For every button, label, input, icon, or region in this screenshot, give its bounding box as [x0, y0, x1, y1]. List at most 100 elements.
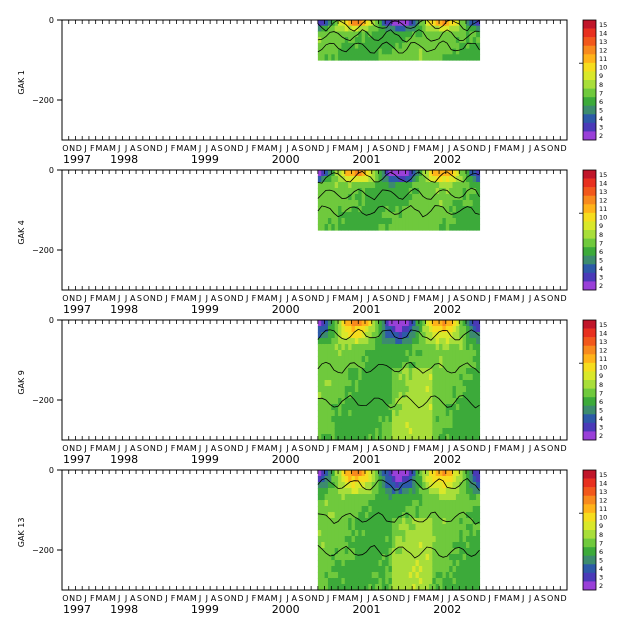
month-label: A	[453, 294, 459, 303]
contour-cell	[466, 542, 470, 549]
contour-cell	[395, 524, 400, 531]
contour-cell	[476, 554, 481, 561]
contour-cell	[415, 31, 420, 38]
contour-cell	[391, 380, 396, 387]
contour-cell	[415, 494, 420, 501]
month-label: M	[176, 294, 183, 303]
contour-cell	[351, 488, 356, 495]
contour-cell	[452, 560, 457, 567]
month-label: S	[137, 144, 142, 153]
contour-cell	[472, 200, 477, 207]
contour-cell	[422, 422, 427, 429]
month-label: J	[326, 444, 329, 453]
month-label: O	[466, 594, 472, 603]
contour-line	[317, 394, 480, 409]
contour-cell	[402, 344, 406, 351]
contour-cell	[398, 542, 403, 549]
contour-cell	[388, 48, 393, 55]
contour-cell	[422, 428, 427, 435]
contour-cell	[388, 20, 393, 27]
colorbar-swatch	[583, 564, 596, 574]
contour-cell	[351, 434, 356, 441]
colorbar-frame	[582, 19, 597, 141]
contour-cell	[452, 37, 457, 44]
contour-cell	[317, 404, 322, 411]
contour-cell	[317, 25, 322, 33]
contour-cell	[371, 326, 376, 333]
contour-cell	[445, 530, 450, 537]
contour-cell	[321, 542, 326, 549]
contour-cell	[365, 224, 369, 231]
month-label: M	[432, 144, 439, 153]
contour-cell	[368, 548, 373, 555]
month-label: F	[252, 144, 257, 153]
contour-cell	[455, 54, 460, 61]
contour-cell	[442, 42, 447, 50]
contour-cell	[358, 536, 363, 543]
contour-cell	[395, 20, 400, 27]
month-label: A	[345, 294, 351, 303]
contour-cell	[381, 548, 386, 555]
contour-cell	[428, 434, 433, 441]
contour-cell	[391, 506, 396, 513]
contour-cell	[354, 572, 359, 579]
contour-cell	[378, 566, 383, 573]
contour-cell	[425, 326, 430, 333]
contour-cell	[472, 416, 477, 423]
contour-cell	[455, 224, 460, 231]
contour-cell	[469, 476, 474, 483]
contour-cell	[469, 356, 474, 363]
contour-cell	[334, 500, 339, 507]
contour-cell	[402, 416, 406, 423]
contour-cell	[472, 350, 477, 357]
year-label: 1997	[63, 603, 91, 616]
contour-cell	[354, 500, 359, 507]
contour-cell	[415, 404, 420, 411]
contour-cell	[422, 212, 427, 219]
contour-cell	[331, 542, 336, 549]
contour-cell	[324, 37, 329, 44]
contour-cell	[422, 392, 427, 399]
contour-cell	[455, 200, 460, 207]
contour-cell	[445, 48, 450, 55]
contour-cell	[341, 194, 346, 201]
contour-cell	[405, 410, 410, 417]
contour-cell	[385, 356, 390, 363]
colorbar-label: 9	[599, 522, 603, 530]
contour-cell	[354, 536, 359, 543]
contour-cell	[331, 224, 336, 231]
month-label: A	[103, 294, 109, 303]
contour-cell	[452, 548, 457, 555]
contour-cell	[358, 560, 363, 567]
contour-cell	[365, 434, 369, 441]
colorbar-label: 3	[599, 574, 603, 582]
contour-cell	[439, 48, 444, 55]
contour-cell	[442, 194, 447, 201]
contour-cell	[398, 506, 403, 513]
contour-cell	[398, 428, 403, 435]
contour-cell	[358, 512, 363, 519]
contour-cell	[442, 224, 447, 231]
contour-cell	[435, 194, 440, 201]
contour-cell	[472, 48, 477, 55]
month-label: A	[130, 444, 136, 453]
contour-cell	[381, 368, 386, 375]
contour-cell	[418, 326, 423, 333]
contour-cell	[452, 176, 457, 183]
contour-cell	[327, 554, 332, 561]
contour-cell	[462, 536, 467, 543]
contour-cell	[358, 212, 363, 219]
contour-cell	[395, 332, 400, 339]
month-label: J	[124, 594, 127, 603]
contour-cell	[459, 356, 464, 363]
plot-frame	[61, 169, 568, 291]
contour-cell	[408, 518, 413, 525]
contour-cell	[331, 374, 336, 381]
month-label: J	[359, 444, 362, 453]
contour-cell	[324, 524, 329, 531]
month-label: J	[487, 594, 490, 603]
contour-cell	[354, 224, 359, 231]
month-label: N	[554, 594, 560, 603]
